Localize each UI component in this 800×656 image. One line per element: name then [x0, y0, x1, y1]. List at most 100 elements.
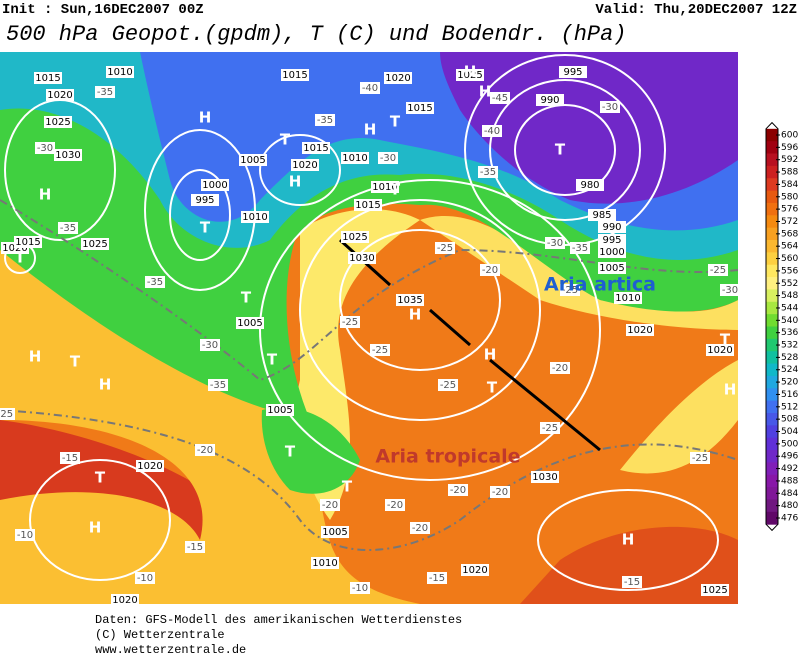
isobar-label: 1020: [47, 90, 72, 101]
label-box: [622, 576, 642, 588]
colorbar-swatch: [766, 351, 778, 365]
isobar-label: 1020: [2, 243, 27, 254]
colorbar-label: 528: [781, 353, 798, 363]
air-mass-annotation: Aria artica: [544, 274, 656, 296]
colorbar-swatch: [766, 227, 778, 241]
label-box: [480, 264, 500, 276]
pressure-center: T: [342, 478, 353, 496]
label-box: [708, 264, 728, 276]
colorbar-swatch: [766, 301, 778, 315]
label-box: [461, 564, 489, 576]
temperature-label: -20: [197, 445, 213, 456]
temperature-label: -25: [342, 317, 358, 328]
pressure-center: H: [464, 63, 477, 81]
cold-region: [261, 407, 360, 494]
temperature-label: -25: [710, 265, 726, 276]
isobar-label: 990: [540, 95, 559, 106]
label-box: [545, 237, 565, 249]
label-box: [570, 242, 590, 254]
label-box: [208, 379, 228, 391]
colorbar-label: 588: [781, 168, 798, 178]
temperature-label: -20: [450, 485, 466, 496]
isobars: [4, 54, 719, 591]
isobar-label: 1020: [137, 461, 162, 472]
pressure-center: T: [95, 469, 106, 487]
label-box: [406, 102, 434, 114]
label-box: [35, 142, 55, 154]
label-box: [600, 101, 620, 113]
colorbar-label: 560: [781, 254, 798, 264]
label-box: [341, 231, 369, 243]
label-box: [44, 116, 72, 128]
label-box: [560, 284, 580, 296]
label-box: [720, 284, 740, 296]
pressure-center: H: [724, 381, 737, 399]
isobar-label: 1025: [82, 239, 107, 250]
isobar-label: 1005: [599, 263, 624, 274]
label-box: [95, 86, 115, 98]
isobar-label: 1010: [242, 212, 267, 223]
pressure-center: H: [364, 121, 377, 139]
label-box: [588, 209, 616, 221]
label-box: [281, 69, 309, 81]
isobar-label: 1025: [342, 232, 367, 243]
label-box: [34, 72, 62, 84]
pressure-center: T: [487, 379, 498, 397]
temperature-label: -10: [137, 573, 153, 584]
temperature-label: -25: [692, 453, 708, 464]
temperature-label: -30: [547, 238, 563, 249]
label-box: [614, 292, 642, 304]
temperature-label: -20: [552, 363, 568, 374]
label-box: [531, 471, 559, 483]
label-box: [200, 339, 220, 351]
label-box: [236, 317, 264, 329]
pressure-center: T: [390, 181, 401, 199]
colorbar-label: 520: [781, 378, 798, 388]
label-box: [60, 452, 80, 464]
label-box: [145, 276, 165, 288]
pressure-center: H: [289, 173, 302, 191]
colorbar-label: 480: [781, 501, 798, 511]
isobar-label: 1020: [292, 160, 317, 171]
pressure-center: H: [484, 346, 497, 364]
label-box: [321, 526, 349, 538]
isobar-label: 1005: [267, 405, 292, 416]
temperature-label: -25: [542, 423, 558, 434]
colorbar-swatch: [766, 400, 778, 414]
colorbar-swatch: [766, 437, 778, 451]
label-box: [490, 92, 510, 104]
colorbar-label: 516: [781, 390, 798, 400]
colorbar-swatch: [766, 240, 778, 253]
colorbar-swatch: [766, 499, 778, 513]
footer-line: Daten: GFS-Modell des amerikanischen Wet…: [95, 613, 462, 627]
pressure-center: T: [267, 351, 278, 369]
temperature-label: -35: [60, 223, 76, 234]
colorbar-swatch: [766, 215, 778, 229]
colorbar-label: 532: [781, 341, 798, 351]
colorbar-label: 564: [781, 242, 798, 252]
isobar-label: 1020: [462, 565, 487, 576]
colorbar-label: 576: [781, 205, 798, 215]
label-box: [354, 199, 382, 211]
temperature-label: -30: [202, 340, 218, 351]
isobar-label: 1015: [35, 73, 60, 84]
label-box: [185, 541, 205, 553]
label-box: [54, 149, 82, 161]
colorbar-swatch: [766, 462, 778, 476]
label-box: [482, 125, 502, 137]
isobar-label: 1020: [112, 595, 137, 606]
colorbar-swatch: [766, 264, 778, 278]
valid-time: Valid: Thu,20DEC2007 12Z: [595, 2, 797, 18]
temperature-label: -35: [317, 115, 333, 126]
colorbar-label: 540: [781, 316, 798, 326]
label-box: [598, 246, 626, 258]
pressure-center: T: [720, 331, 731, 349]
label-box: [311, 557, 339, 569]
label-box: [340, 316, 360, 328]
isobar-label: 1015: [15, 237, 40, 248]
temperature-label: -20: [492, 487, 508, 498]
colorbar-label: 512: [781, 402, 798, 412]
label-box: [706, 344, 734, 356]
label-box: [111, 594, 139, 606]
